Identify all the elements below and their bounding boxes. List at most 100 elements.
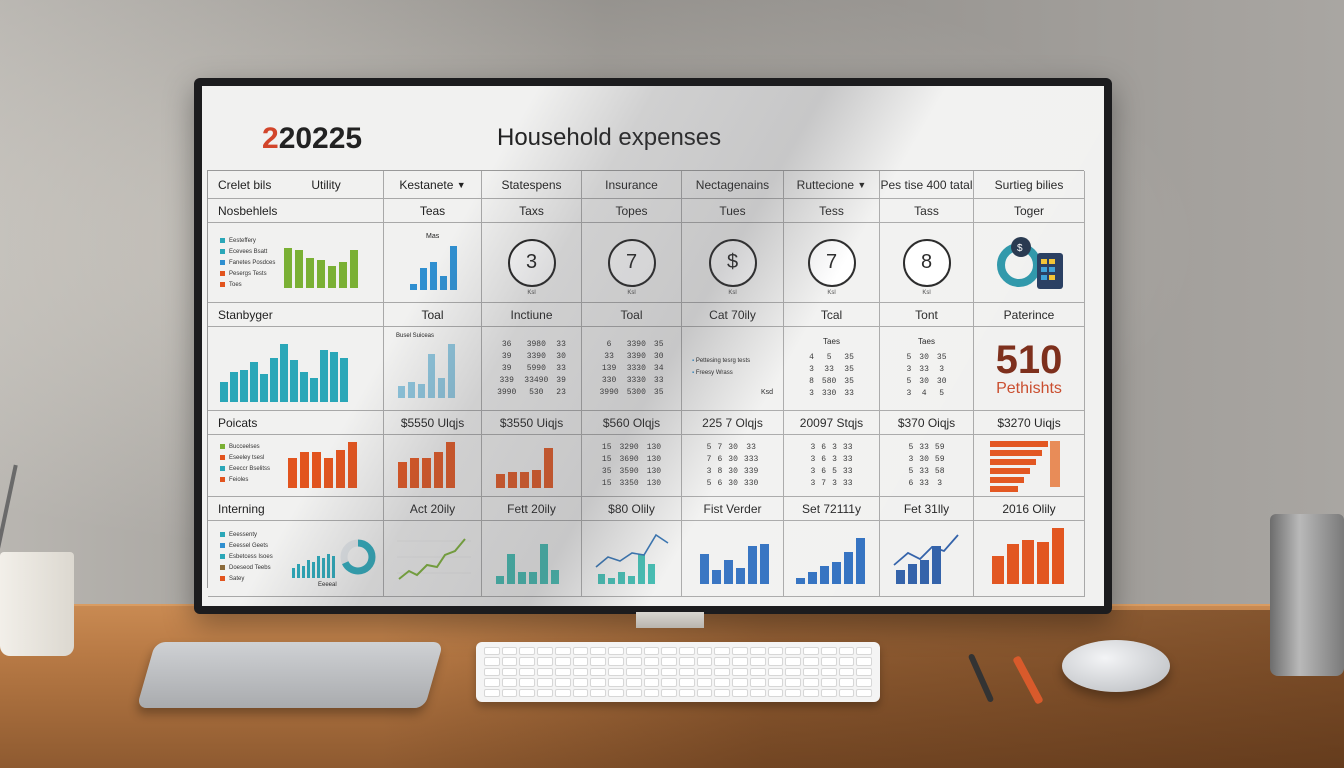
gauge-ring: 7 <box>807 238 856 287</box>
ring-caption: Ksl <box>627 290 636 296</box>
chevron-down-icon[interactable]: ▼ <box>456 179 466 190</box>
keyboard-key <box>572 688 589 697</box>
gauge-caption: Eeeeal <box>318 582 337 588</box>
bar <box>844 552 853 584</box>
bar <box>260 374 268 402</box>
keyboard-key <box>519 688 536 697</box>
bar <box>496 576 504 584</box>
row2-head-7: Paterince <box>974 303 1085 327</box>
legend-item: Ecevees Bsatt <box>220 246 275 257</box>
keyboard-key <box>714 688 731 697</box>
legend-item: Pesergs Tests <box>220 268 275 279</box>
column-header-total[interactable]: Pes tise 400 tatal <box>880 171 974 199</box>
keyboard-key <box>519 678 536 687</box>
keyboard-key <box>856 667 872 677</box>
big-stat-value: 510 <box>995 337 1063 382</box>
keyboard-key <box>661 688 677 697</box>
bar <box>1052 528 1064 584</box>
bar <box>240 370 248 402</box>
legend-item: Fanetes Posdces <box>220 257 275 268</box>
keyboard-key <box>519 647 536 656</box>
row1-head-7: Toger <box>974 199 1085 223</box>
bar <box>544 448 553 488</box>
keyboard-key <box>803 678 819 687</box>
column-header-ruttecione[interactable]: Ruttecione ▼ <box>784 171 880 199</box>
keyboard-key <box>625 678 642 687</box>
keyboard-key <box>820 667 837 677</box>
column-header-insurance[interactable]: Insurance <box>582 171 682 199</box>
keyboard-key <box>714 657 731 666</box>
column-header-surtieg[interactable]: Surtieg bilies <box>974 171 1085 199</box>
teal-bar-chart <box>220 344 348 402</box>
orange-bar-chart <box>992 528 1064 584</box>
mouse <box>1062 640 1170 692</box>
row3-orange-chart <box>384 435 482 497</box>
bar <box>496 474 505 488</box>
column-header-kestanete[interactable]: Kestanete ▼ <box>384 171 482 199</box>
column-header-statespens[interactable]: Statespens <box>482 171 582 199</box>
row2-head-5: Tcal <box>784 303 880 327</box>
keyboard-key <box>554 688 571 697</box>
bar <box>808 572 817 584</box>
row2-teal-chart <box>208 327 384 411</box>
keyboard-key <box>785 647 802 656</box>
row2-light-chart: Busel Suiceas <box>384 327 482 411</box>
bar <box>990 441 1048 447</box>
row4-combo-chart <box>582 521 682 597</box>
row-label-nosbehlels: Nosbehlels <box>208 199 384 223</box>
bar <box>748 546 757 584</box>
keyboard-key <box>679 667 695 677</box>
bar <box>290 360 298 402</box>
keyboard-key <box>838 647 855 656</box>
keyboard-key <box>484 647 500 656</box>
keyboard-key <box>537 688 553 697</box>
keyboard-key <box>749 667 766 677</box>
list-item: ▪ Pettesing tesrg tests <box>692 358 751 364</box>
bar <box>856 538 865 584</box>
keyboard-key <box>608 647 624 656</box>
bar <box>1050 441 1060 487</box>
column-header-credit-utility[interactable]: Crelet bils Utility <box>208 171 384 199</box>
row4-combo-chart-2 <box>880 521 974 597</box>
keyboard-key <box>696 647 713 656</box>
bar <box>300 372 308 402</box>
bar <box>332 556 335 578</box>
keyboard-key <box>856 647 872 656</box>
bar <box>322 558 325 578</box>
keyboard-key <box>856 678 872 687</box>
bar <box>724 560 733 584</box>
bar <box>350 250 358 288</box>
bar <box>532 470 541 488</box>
blue-line-overlay <box>595 533 669 568</box>
legend-item: Eeessel Geets <box>220 540 273 551</box>
row1-legend-chart: Eesteffery Ecevees Bsatt Fanetes Posdces… <box>208 223 384 303</box>
chevron-down-icon[interactable]: ▼ <box>857 179 867 190</box>
keyboard-key <box>767 688 784 697</box>
keyboard-key <box>785 657 802 666</box>
blue-bar-chart <box>700 544 769 584</box>
row2-head-2: Inctiune <box>482 303 582 327</box>
horizontal-bar-chart <box>990 441 1048 492</box>
keyboard-key <box>803 647 819 656</box>
keyboard-key <box>501 688 518 697</box>
bar <box>920 560 929 584</box>
keyboard-key <box>501 647 518 656</box>
keyboard-key <box>608 667 624 677</box>
row4-head-6: Fet 31lly <box>880 497 974 521</box>
keyboard-key <box>838 678 855 687</box>
svg-text:$: $ <box>1017 243 1023 254</box>
bar <box>280 344 288 402</box>
keyboard-key <box>679 688 695 697</box>
green-bar-chart <box>284 248 358 288</box>
bar <box>618 572 625 584</box>
bar <box>430 262 437 290</box>
column-header-nectagenains[interactable]: Nectagenains <box>682 171 784 199</box>
keyboard-key <box>643 667 660 677</box>
bar <box>529 572 537 584</box>
bar <box>760 544 769 584</box>
row1-head-6: Tass <box>880 199 974 223</box>
keyboard-key <box>679 657 695 666</box>
row1-mini-chart: Mas <box>384 223 482 303</box>
